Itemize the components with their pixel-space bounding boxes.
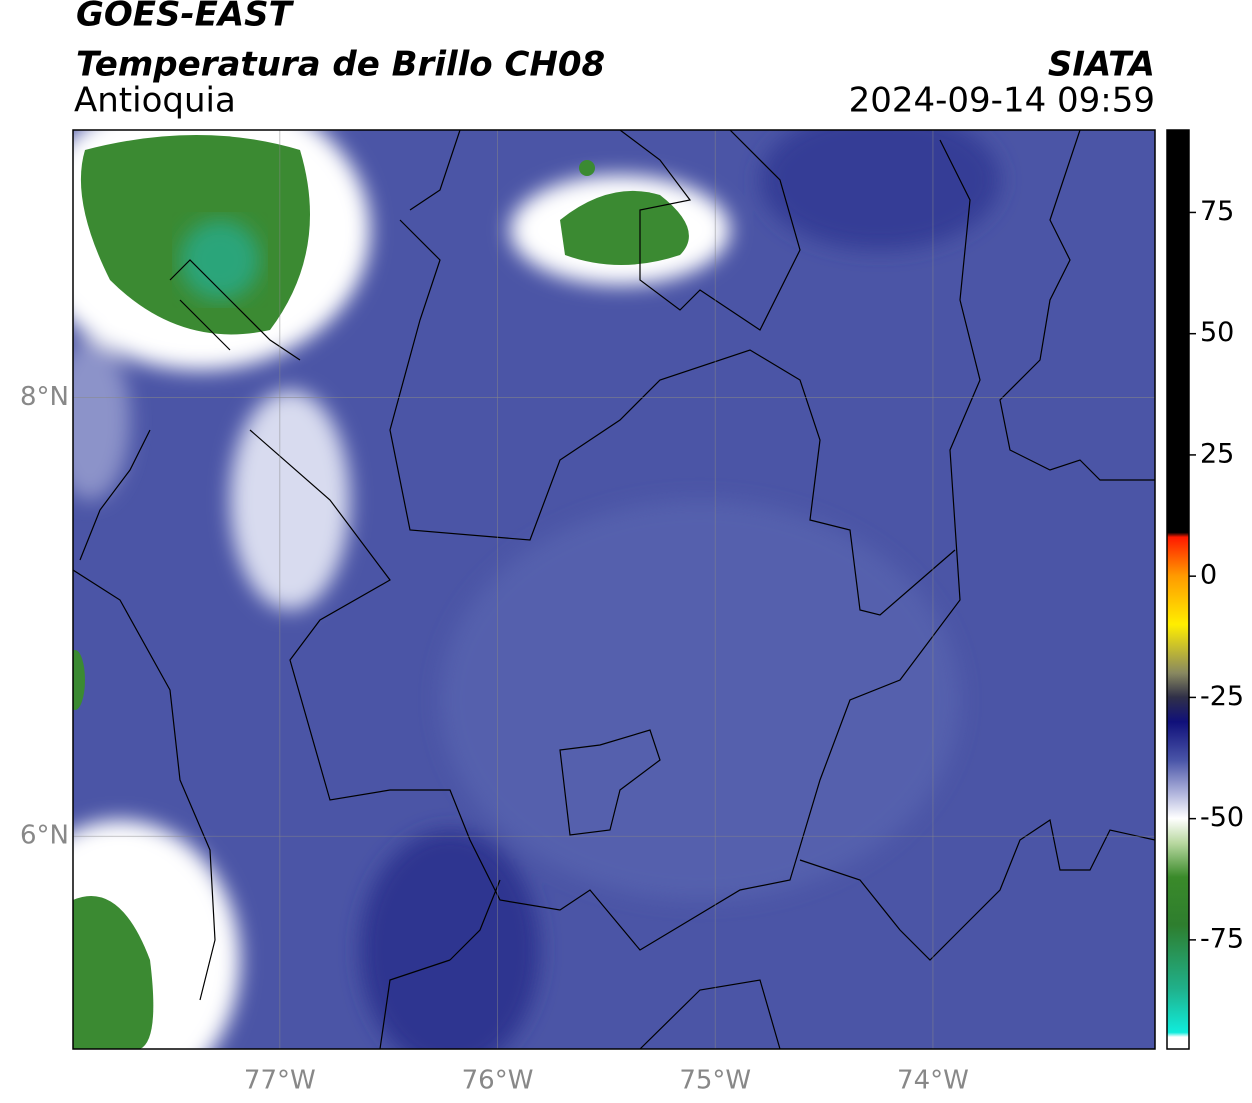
source: SIATA <box>1048 45 1155 85</box>
colorbar-tick-label: -50 <box>1200 802 1244 833</box>
lon-label: 75°W <box>679 1066 751 1096</box>
lon-label: 76°W <box>462 1066 534 1096</box>
colorbar-tick-label: 50 <box>1200 317 1234 348</box>
lon-label: 74°W <box>897 1066 969 1096</box>
region: Antioquia <box>74 81 236 121</box>
colorbar-tick-label: 75 <box>1200 196 1234 227</box>
map-frame <box>72 129 1156 1050</box>
subtitle: Temperatura de Brillo CH08 <box>76 45 605 85</box>
colorbar-tick-label: 25 <box>1200 438 1234 469</box>
colorbar-tick-label: -75 <box>1200 923 1244 954</box>
colorbar-tick-label: -25 <box>1200 681 1244 712</box>
lat-label: 8°N <box>20 382 69 412</box>
graticule <box>73 130 1155 1049</box>
datetime: 2024-09-14 09:59 <box>849 81 1155 121</box>
title: GOES-EAST <box>76 0 295 35</box>
map-field <box>73 130 1155 1049</box>
lat-label: 6°N <box>20 821 69 851</box>
colorbar-tick-label: 0 <box>1200 560 1217 591</box>
colorbar <box>1166 129 1190 1050</box>
lon-label: 77°W <box>244 1066 316 1096</box>
